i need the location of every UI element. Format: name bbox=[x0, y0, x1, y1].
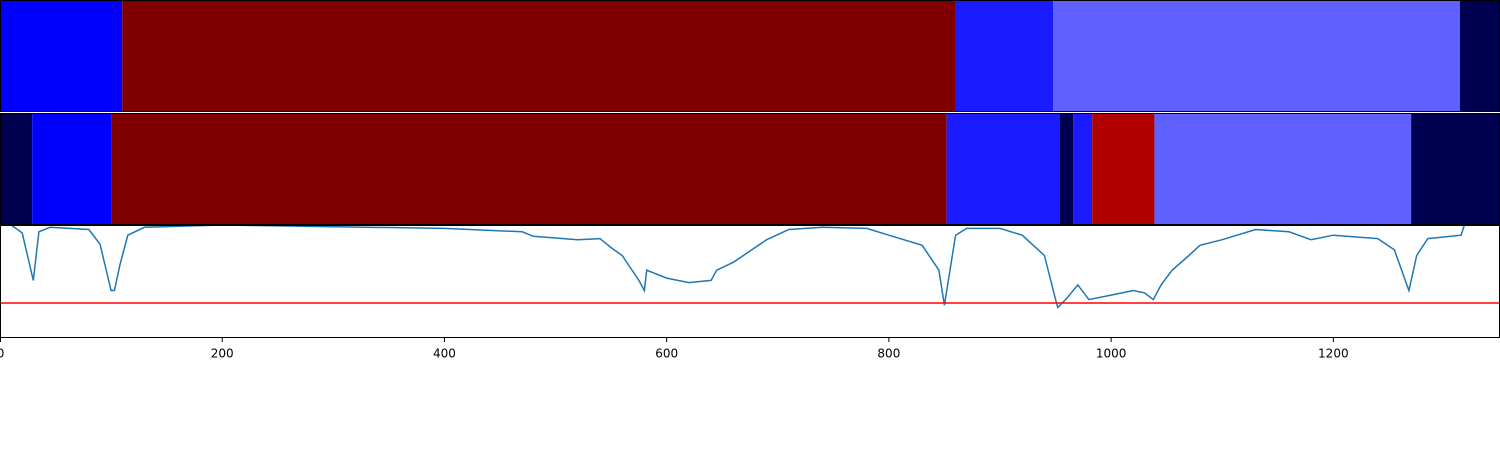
x-tick-label: 400 bbox=[433, 347, 456, 361]
segment bbox=[1411, 113, 1500, 225]
x-tick-label: 0 bbox=[0, 347, 4, 361]
segment bbox=[1060, 113, 1074, 225]
segment bbox=[111, 113, 947, 225]
panel-frame bbox=[0, 225, 1500, 338]
segment bbox=[0, 113, 33, 225]
segment bbox=[1154, 113, 1412, 225]
x-tick-label: 800 bbox=[877, 347, 900, 361]
segment bbox=[32, 113, 112, 225]
segment bbox=[122, 0, 956, 112]
segment bbox=[1092, 113, 1155, 225]
segment bbox=[1053, 0, 1460, 112]
segment bbox=[1073, 113, 1093, 225]
segment bbox=[955, 0, 1054, 112]
x-tick-label: 1000 bbox=[1096, 347, 1127, 361]
segment bbox=[0, 0, 123, 112]
x-tick-label: 600 bbox=[655, 347, 678, 361]
line-panel bbox=[0, 225, 1466, 309]
x-tick-label: 200 bbox=[211, 347, 234, 361]
segment bbox=[1460, 0, 1500, 112]
x-tick-label: 1200 bbox=[1318, 347, 1349, 361]
segment bbox=[946, 113, 1060, 225]
line bbox=[0, 225, 1466, 309]
